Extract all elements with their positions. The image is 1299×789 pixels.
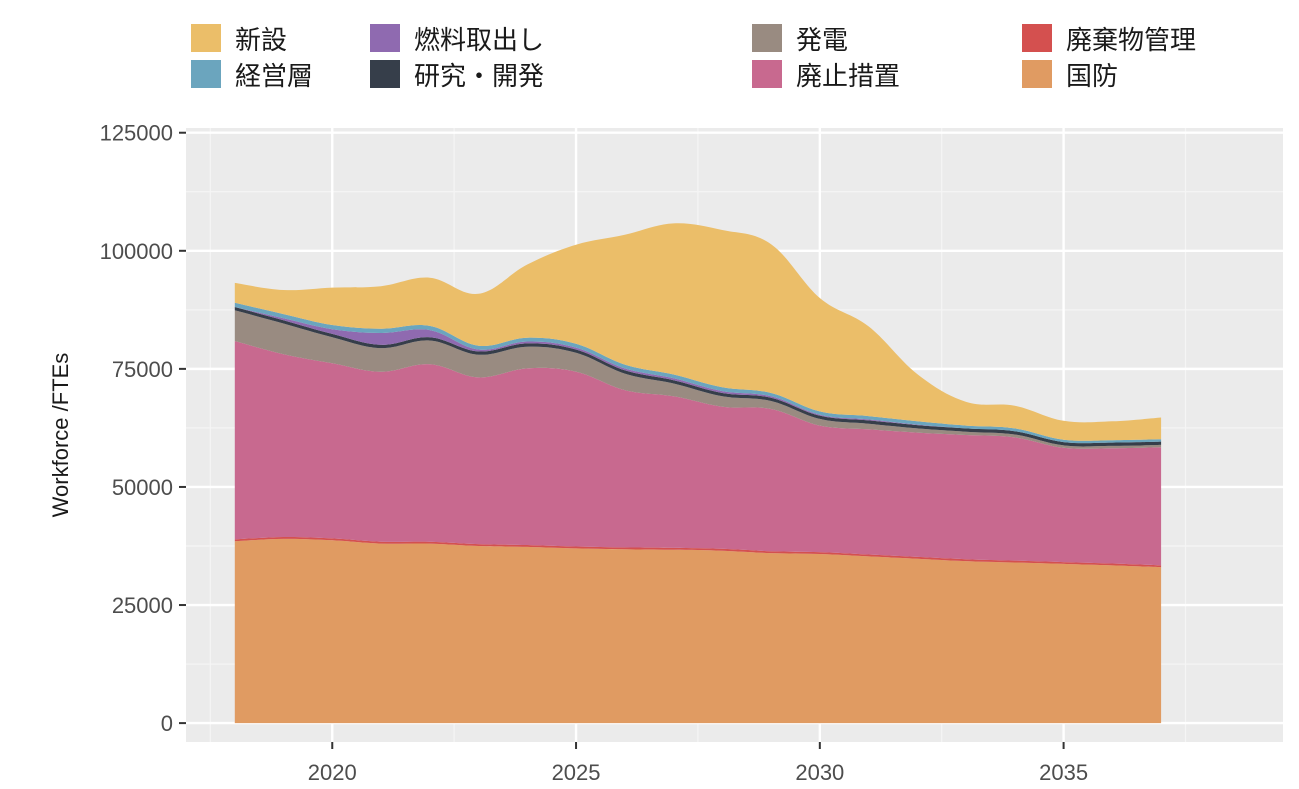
legend-label: 新設 <box>235 25 288 56</box>
area-series-国防 <box>234 538 1162 724</box>
legend-item-new-build: 新設 <box>191 22 288 56</box>
axis-ticks <box>179 131 1065 749</box>
y-tick-label: 125000 <box>100 121 173 146</box>
legend-label: 国防 <box>1066 61 1119 92</box>
legend-item-defence: 国防 <box>1022 58 1119 92</box>
y-tick-labels: 0 25000 50000 75000 100000 125000 <box>100 121 173 736</box>
legend-label: 研究・開発 <box>414 61 545 92</box>
x-tick-labels: 2020 2025 2030 2035 <box>308 760 1088 785</box>
x-tick-label: 2025 <box>552 760 601 785</box>
y-tick-label: 75000 <box>112 357 173 382</box>
area-series-新設 <box>234 223 1162 441</box>
x-tick-label: 2035 <box>1039 760 1088 785</box>
y-tick-label: 0 <box>161 711 173 736</box>
x-tick-label: 2030 <box>795 760 844 785</box>
area-series-group <box>234 223 1162 724</box>
legend: 新設 経営層 燃料取出し 研究・開発 発電 廃止措置 廃棄物管理 国防 <box>0 0 1299 100</box>
legend-swatch <box>1022 60 1052 88</box>
y-tick-label: 25000 <box>112 593 173 618</box>
legend-swatch <box>752 24 782 52</box>
legend-item-generation: 発電 <box>752 22 849 56</box>
legend-item-research-development: 研究・開発 <box>370 58 545 92</box>
y-axis-title: Workforce /FTEs <box>48 353 73 518</box>
legend-swatch <box>1022 24 1052 52</box>
legend-swatch <box>191 60 221 88</box>
legend-swatch <box>191 24 221 52</box>
legend-label: 燃料取出し <box>414 25 545 56</box>
legend-label: 廃止措置 <box>796 61 901 92</box>
legend-swatch <box>370 60 400 88</box>
x-tick-label: 2020 <box>308 760 357 785</box>
legend-label: 発電 <box>796 25 849 56</box>
area-series-廃棄物管理 <box>234 536 1162 568</box>
y-tick-label: 50000 <box>112 475 173 500</box>
legend-item-decommissioning: 廃止措置 <box>752 58 901 92</box>
area-series-廃止措置 <box>234 341 1162 566</box>
legend-label: 廃棄物管理 <box>1066 25 1197 56</box>
legend-label: 経営層 <box>235 61 314 92</box>
legend-item-defuelling: 燃料取出し <box>370 22 545 56</box>
legend-swatch <box>752 60 782 88</box>
legend-swatch <box>370 24 400 52</box>
legend-item-management: 経営層 <box>191 58 314 92</box>
legend-item-waste-management: 廃棄物管理 <box>1022 22 1197 56</box>
y-tick-label: 100000 <box>100 239 173 264</box>
